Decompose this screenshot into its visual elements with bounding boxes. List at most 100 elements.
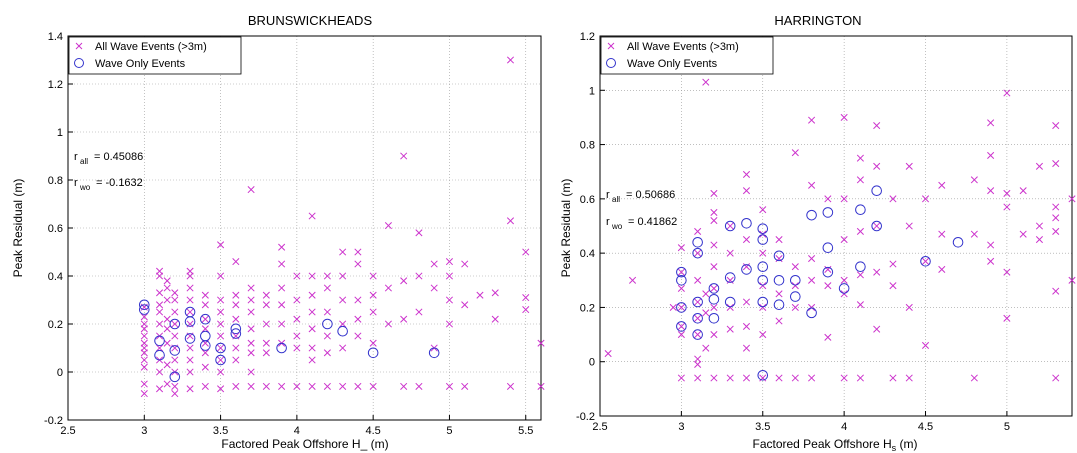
data-point-x bbox=[506, 217, 515, 225]
data-point-circle bbox=[676, 321, 687, 332]
data-point-x bbox=[702, 78, 710, 86]
x-tick-label: 3 bbox=[678, 421, 684, 433]
data-point-x bbox=[262, 382, 270, 390]
x-axis-label: Factored Peak Offshore H_ (m) bbox=[221, 437, 388, 451]
data-point-circle bbox=[322, 318, 333, 330]
data-point-circle bbox=[741, 264, 752, 275]
data-point-x bbox=[710, 189, 718, 197]
data-point-circle bbox=[741, 217, 752, 229]
data-point-x bbox=[369, 382, 377, 390]
data-point-x bbox=[323, 332, 331, 340]
data-point-x bbox=[308, 291, 316, 299]
data-point-circle bbox=[790, 291, 801, 302]
data-point-x bbox=[742, 322, 751, 330]
data-point-circle bbox=[773, 299, 785, 311]
data-point-circle bbox=[154, 335, 165, 347]
data-point-x bbox=[710, 263, 718, 271]
data-point-x bbox=[702, 290, 710, 298]
y-tick-label: 1 bbox=[589, 85, 595, 97]
data-point-x bbox=[775, 236, 783, 244]
data-point-x bbox=[140, 390, 148, 398]
data-point-x bbox=[293, 344, 301, 352]
data-point-x bbox=[1035, 162, 1044, 170]
data-point-circle bbox=[428, 347, 440, 359]
data-point-x bbox=[247, 368, 255, 376]
data-point-x bbox=[677, 322, 685, 330]
data-point-x bbox=[808, 181, 816, 189]
data-point-x bbox=[726, 222, 734, 230]
chart-title: HARRINGTON bbox=[774, 13, 861, 28]
y-tick-label: 1.2 bbox=[580, 31, 595, 43]
data-point-x bbox=[938, 181, 946, 189]
data-point-x bbox=[856, 227, 864, 235]
data-point-x bbox=[445, 272, 454, 280]
data-point-x bbox=[308, 344, 316, 352]
data-point-x bbox=[840, 236, 848, 244]
data-point-x bbox=[400, 315, 408, 323]
data-point-x bbox=[293, 272, 301, 280]
svg-text:wo: wo bbox=[611, 222, 623, 231]
data-point-x bbox=[775, 290, 783, 298]
data-point-x bbox=[742, 344, 751, 352]
x-tick-label: 2.5 bbox=[592, 421, 607, 433]
data-point-x bbox=[694, 249, 702, 257]
data-point-x bbox=[808, 374, 816, 382]
data-point-x bbox=[856, 301, 864, 309]
y-tick-label: 0.6 bbox=[580, 194, 595, 206]
data-point-x bbox=[278, 243, 286, 251]
brunswickheads-chart: BRUNSWICKHEADS 2.5 3 3.5 4 4.5 5 5.5 -0.2 0 0.2 0.… bbox=[11, 13, 545, 451]
data-point-x bbox=[702, 344, 710, 352]
data-point-circle bbox=[169, 345, 181, 356]
data-point-circle bbox=[855, 204, 866, 216]
svg-text:r: r bbox=[74, 177, 78, 189]
data-point-x bbox=[873, 325, 881, 333]
legend-box bbox=[68, 36, 242, 75]
data-point-x bbox=[217, 332, 225, 340]
x-axis-label-subscript: s bbox=[892, 443, 897, 453]
legend-marker-all bbox=[607, 42, 615, 50]
data-point-x bbox=[163, 361, 171, 369]
data-point-x bbox=[1035, 222, 1044, 230]
x-tick-label: 4 bbox=[841, 421, 847, 433]
gridlines bbox=[600, 36, 1072, 416]
x-tick-label: 5.5 bbox=[518, 425, 533, 437]
y-tick-label: 0 bbox=[589, 357, 595, 369]
data-point-x bbox=[247, 339, 255, 347]
data-point-x bbox=[710, 303, 718, 311]
data-point-x bbox=[791, 263, 799, 271]
x-tick-label: 3 bbox=[141, 425, 147, 437]
data-point-x bbox=[759, 331, 767, 339]
data-point-x bbox=[742, 298, 751, 306]
data-point-x bbox=[445, 296, 454, 304]
data-point-x bbox=[163, 284, 171, 292]
data-point-x bbox=[710, 241, 718, 249]
data-point-x bbox=[759, 230, 767, 238]
data-point-circle bbox=[337, 325, 348, 337]
data-point-circle bbox=[692, 247, 703, 259]
data-point-circle bbox=[757, 296, 769, 308]
data-point-x bbox=[726, 374, 734, 382]
data-point-x bbox=[694, 276, 702, 284]
data-point-x bbox=[140, 332, 148, 340]
data-point-x bbox=[354, 382, 362, 390]
data-point-x bbox=[293, 296, 301, 304]
r-wo-value: = 0.41862 bbox=[628, 216, 677, 228]
data-point-x bbox=[445, 382, 454, 390]
data-point-x bbox=[155, 267, 164, 275]
data-point-x bbox=[791, 149, 799, 157]
data-point-x bbox=[293, 382, 301, 390]
data-point-x bbox=[921, 257, 930, 265]
data-point-x bbox=[217, 308, 225, 316]
data-point-x bbox=[604, 350, 612, 358]
data-point-x bbox=[339, 248, 347, 256]
data-point-circle bbox=[724, 220, 736, 232]
data-point-x bbox=[461, 301, 469, 309]
data-point-x bbox=[354, 315, 362, 323]
data-point-x bbox=[171, 332, 179, 340]
data-point-x bbox=[905, 303, 913, 311]
data-point-x bbox=[905, 222, 913, 230]
data-point-x bbox=[140, 339, 148, 347]
data-point-x bbox=[1003, 89, 1011, 97]
data-point-x bbox=[415, 229, 423, 237]
